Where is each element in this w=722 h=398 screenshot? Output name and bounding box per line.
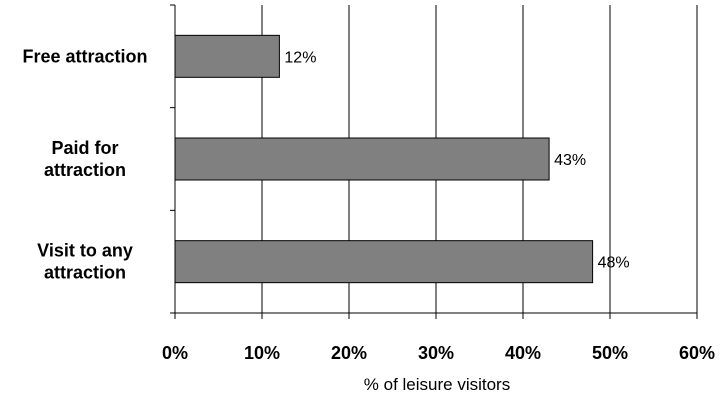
x-tick-label: 60% <box>679 343 715 363</box>
axes <box>170 4 698 319</box>
x-tick-label: 30% <box>418 343 454 363</box>
bars <box>174 34 594 284</box>
category-label: Free attraction <box>22 46 147 66</box>
bar-value-label: 43% <box>554 152 586 169</box>
x-tick-label: 40% <box>505 343 541 363</box>
bar <box>174 137 550 181</box>
x-tick-label: 10% <box>244 343 280 363</box>
bar-value-label: 48% <box>598 255 630 272</box>
bar <box>174 34 280 78</box>
bar-value-label: 12% <box>284 49 316 66</box>
category-label: Paid for attraction <box>44 138 126 180</box>
x-tick-label: 50% <box>592 343 628 363</box>
x-tick-label: 0% <box>162 343 188 363</box>
category-label-line: Visit to any <box>37 241 133 261</box>
x-axis-title: % of leisure visitors <box>364 375 510 394</box>
category-label-line: attraction <box>44 263 126 283</box>
category-label-line: Free attraction <box>22 46 147 66</box>
category-label: Visit to any attraction <box>37 241 133 283</box>
labels: 0% 10% 20% 30% 40% 50% 60% 12% Free attraction 43… <box>22 46 715 363</box>
x-tick-label: 20% <box>331 343 367 363</box>
bar <box>174 240 594 284</box>
category-label-line: Paid for <box>51 138 118 158</box>
category-label-line: attraction <box>44 160 126 180</box>
